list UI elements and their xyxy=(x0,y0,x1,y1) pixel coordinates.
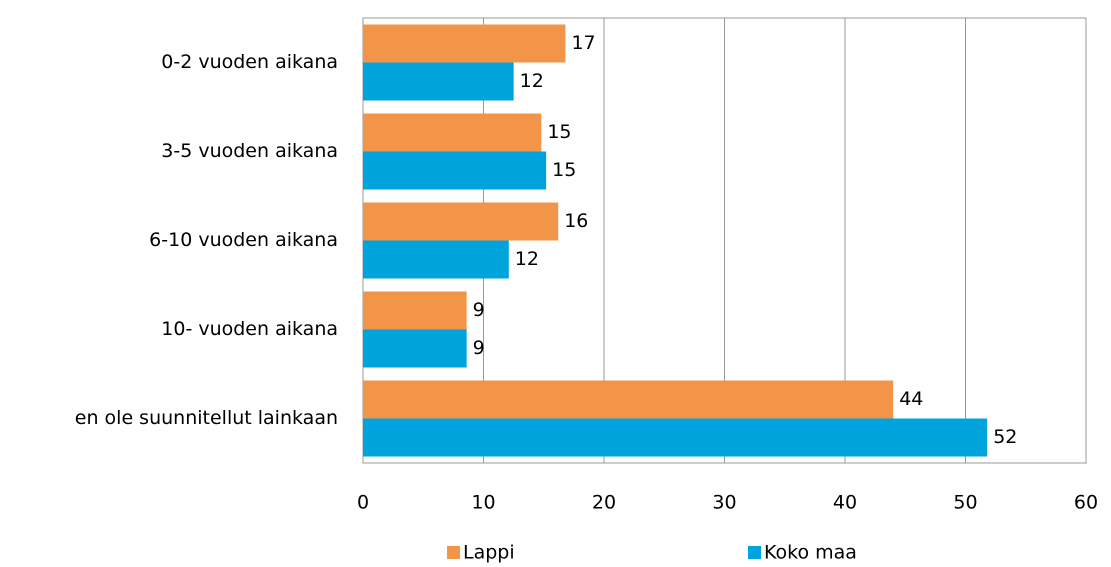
bar xyxy=(363,151,547,190)
bar xyxy=(363,113,542,152)
legend-swatch xyxy=(447,546,460,559)
bar xyxy=(363,418,988,457)
bar xyxy=(363,202,559,241)
x-tick-label: 0 xyxy=(357,492,369,514)
legend-label: Lappi xyxy=(463,542,515,564)
value-label: 9 xyxy=(473,337,485,359)
legend-swatch xyxy=(748,546,761,559)
y-tick-label: 3-5 vuoden aikana xyxy=(161,140,338,162)
value-label: 12 xyxy=(520,70,544,92)
y-tick-label: 0-2 vuoden aikana xyxy=(161,51,338,73)
y-tick-label: en ole suunnitellut lainkaan xyxy=(75,407,338,429)
bar xyxy=(363,329,467,368)
value-label: 52 xyxy=(993,426,1017,448)
x-tick-label: 30 xyxy=(712,492,736,514)
y-tick-label: 10- vuoden aikana xyxy=(161,318,338,340)
bar xyxy=(363,240,509,279)
value-label: 44 xyxy=(899,388,923,410)
value-label: 15 xyxy=(552,159,576,181)
value-label: 17 xyxy=(571,32,595,54)
x-tick-label: 60 xyxy=(1074,492,1098,514)
bar xyxy=(363,24,566,63)
x-tick-label: 50 xyxy=(953,492,977,514)
value-label: 9 xyxy=(473,299,485,321)
x-tick-label: 10 xyxy=(471,492,495,514)
bar xyxy=(363,62,514,101)
legend-label: Koko maa xyxy=(764,542,857,564)
bar xyxy=(363,291,467,330)
x-tick-label: 20 xyxy=(592,492,616,514)
y-tick-label: 6-10 vuoden aikana xyxy=(149,229,338,251)
x-tick-label: 40 xyxy=(833,492,857,514)
value-label: 16 xyxy=(564,210,588,232)
bar xyxy=(363,380,894,419)
value-label: 12 xyxy=(515,248,539,270)
value-label: 15 xyxy=(547,121,571,143)
